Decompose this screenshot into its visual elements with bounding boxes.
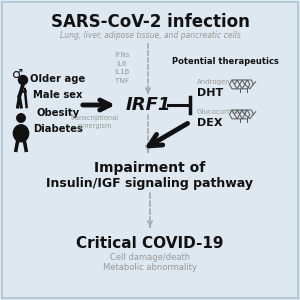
Text: Potential therapeutics: Potential therapeutics <box>172 58 278 67</box>
Text: ♂: ♂ <box>12 68 24 80</box>
Text: Critical COVID-19: Critical COVID-19 <box>76 236 224 250</box>
Text: IFNs
IL6
IL1β
TNF: IFNs IL6 IL1β TNF <box>114 52 130 84</box>
Text: Diabetes: Diabetes <box>33 124 83 134</box>
Text: DHT: DHT <box>197 88 223 98</box>
Text: Lung, liver, adipose tissue, and pancreatic cells: Lung, liver, adipose tissue, and pancrea… <box>60 32 240 40</box>
Text: Cell damage/death: Cell damage/death <box>110 253 190 262</box>
FancyBboxPatch shape <box>2 2 298 298</box>
Text: IRF1: IRF1 <box>125 96 171 114</box>
Text: Metabolic abnormality: Metabolic abnormality <box>103 262 197 272</box>
Text: DEX: DEX <box>197 118 223 128</box>
Text: Older age: Older age <box>30 74 85 84</box>
Text: Male sex: Male sex <box>33 90 83 100</box>
Circle shape <box>19 76 28 85</box>
Text: Obesity: Obesity <box>36 108 80 118</box>
Text: Impairment of: Impairment of <box>94 161 206 175</box>
Circle shape <box>17 114 25 122</box>
Text: SARS-CoV-2 infection: SARS-CoV-2 infection <box>51 13 249 31</box>
Text: Glucocorticoid: Glucocorticoid <box>197 109 247 115</box>
Text: Transcriptional
synergism: Transcriptional synergism <box>70 115 120 129</box>
Text: Androgen: Androgen <box>197 79 231 85</box>
Ellipse shape <box>14 125 29 142</box>
Text: Insulin/IGF signaling pathway: Insulin/IGF signaling pathway <box>46 176 253 190</box>
